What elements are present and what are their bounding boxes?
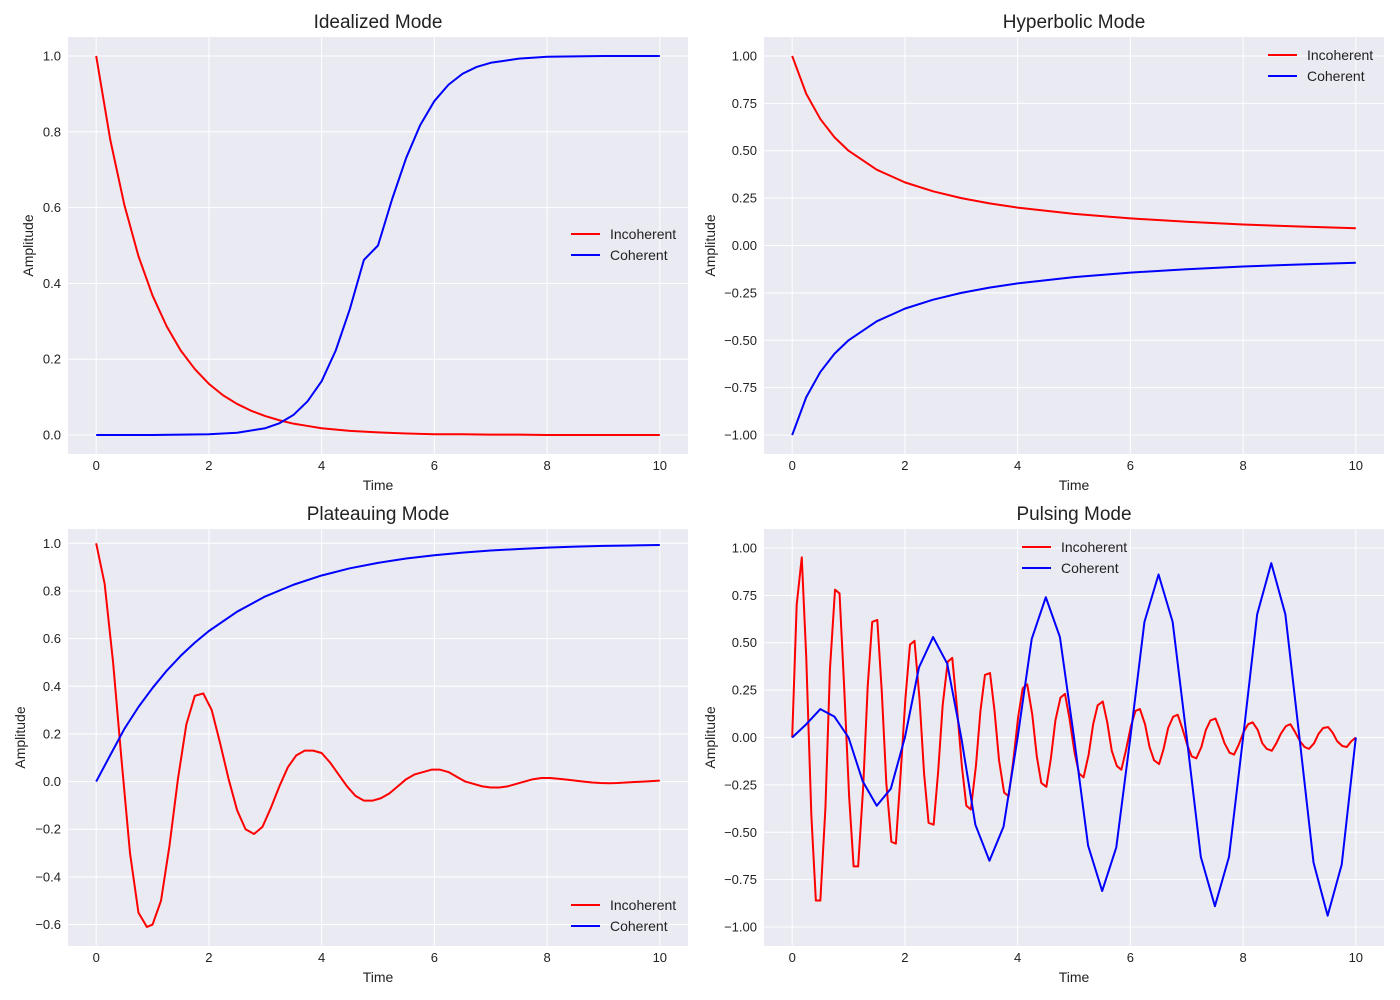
y-tick-label: 0.0 — [43, 428, 61, 443]
y-tick-label: 0.50 — [732, 143, 757, 158]
y-tick-label: 0.75 — [732, 588, 757, 603]
y-tick-label: 0.6 — [43, 200, 61, 215]
y-tick-label: −0.6 — [35, 917, 61, 932]
y-tick-label: 1.00 — [732, 48, 757, 63]
x-tick-label: 6 — [431, 458, 438, 473]
x-axis-label: Time — [363, 969, 394, 985]
y-tick-label: 0.4 — [43, 276, 61, 291]
y-tick-label: 0.2 — [43, 726, 61, 741]
y-tick-label: −0.75 — [724, 872, 757, 887]
x-tick-label: 0 — [93, 458, 100, 473]
x-tick-label: 0 — [789, 458, 796, 473]
series-line-coherent — [791, 261, 1356, 436]
y-tick-label: −0.25 — [724, 777, 757, 792]
y-axis-label: Amplitude — [702, 706, 718, 768]
x-tick-label: 2 — [205, 950, 212, 965]
x-tick-label: 4 — [1014, 950, 1021, 965]
legend-label: Coherent — [1307, 68, 1365, 84]
legend-label: Coherent — [1061, 560, 1119, 576]
x-tick-label: 2 — [901, 458, 908, 473]
legend: Incoherent Coherent — [1022, 539, 1127, 576]
y-tick-label: 0.25 — [732, 683, 757, 698]
x-axis-label: Time — [363, 477, 394, 493]
y-tick-label: 0.75 — [732, 96, 757, 111]
x-tick-label: 4 — [318, 458, 325, 473]
x-tick-label: 10 — [653, 458, 667, 473]
legend: Incoherent Coherent — [1268, 47, 1373, 84]
y-tick-label: 0.8 — [43, 124, 61, 139]
chart-panel: 0 2 4 6 8 10 0.0 0.2 0.4 0.6 0.8 1.0 Idealized Mode T… — [20, 12, 688, 493]
y-tick-label: −0.2 — [35, 822, 61, 837]
y-tick-label: 1.0 — [43, 48, 61, 63]
y-tick-label: −0.50 — [724, 333, 757, 348]
series-line-incoherent — [95, 55, 660, 437]
series-line-coherent — [95, 543, 660, 783]
x-tick-label: 8 — [543, 458, 550, 473]
x-tick-label: 10 — [653, 950, 667, 965]
x-tick-label: 10 — [1349, 950, 1363, 965]
chart-title: Plateauing Mode — [307, 504, 450, 525]
y-tick-label: −0.75 — [724, 380, 757, 395]
x-tick-label: 8 — [1239, 458, 1246, 473]
y-tick-label: 0.2 — [43, 352, 61, 367]
y-tick-label: −1.00 — [724, 428, 757, 443]
series-line-incoherent — [95, 543, 660, 928]
x-tick-label: 6 — [431, 950, 438, 965]
y-tick-label: 0.0 — [43, 774, 61, 789]
legend-label: Incoherent — [1307, 47, 1373, 63]
legend-label: Coherent — [610, 918, 668, 934]
x-tick-label: 0 — [93, 950, 100, 965]
x-tick-label: 6 — [1127, 458, 1134, 473]
legend-label: Incoherent — [610, 226, 676, 242]
chart-panel: 0 2 4 6 8 10 −1.00 −0.75 −0.50 −0.25 0.00 0.25 0.50 0… — [702, 12, 1384, 493]
y-tick-label: −0.4 — [35, 869, 61, 884]
chart-title: Pulsing Mode — [1016, 504, 1131, 525]
legend: Incoherent Coherent — [571, 897, 676, 934]
x-tick-label: 8 — [543, 950, 550, 965]
y-tick-label: −1.00 — [724, 920, 757, 935]
x-axis-label: Time — [1059, 477, 1090, 493]
legend: Incoherent Coherent — [571, 226, 676, 263]
series-line-incoherent — [791, 556, 1357, 902]
x-tick-label: 2 — [205, 458, 212, 473]
y-tick-label: 0.50 — [732, 635, 757, 650]
series-line-incoherent — [791, 55, 1356, 230]
x-tick-label: 2 — [901, 950, 908, 965]
legend-label: Incoherent — [1061, 539, 1127, 555]
y-tick-label: 0.00 — [732, 238, 757, 253]
y-axis-label: Amplitude — [702, 214, 718, 276]
y-tick-label: 0.25 — [732, 191, 757, 206]
x-axis-label: Time — [1059, 969, 1090, 985]
y-tick-label: 1.0 — [43, 536, 61, 551]
y-tick-label: 0.6 — [43, 631, 61, 646]
x-tick-label: 8 — [1239, 950, 1246, 965]
x-tick-label: 10 — [1349, 458, 1363, 473]
y-axis-label: Amplitude — [20, 214, 36, 276]
x-tick-label: 4 — [318, 950, 325, 965]
x-tick-label: 4 — [1014, 458, 1021, 473]
y-tick-label: −0.50 — [724, 825, 757, 840]
y-tick-label: 0.8 — [43, 583, 61, 598]
x-tick-label: 0 — [789, 950, 796, 965]
y-tick-label: 0.4 — [43, 679, 61, 694]
chart-panel: 0 2 4 6 8 10 −1.00 −0.75 −0.50 −0.25 0.00 0.25 0.50 0… — [702, 504, 1384, 985]
legend-label: Coherent — [610, 247, 668, 263]
y-tick-label: 0.00 — [732, 730, 757, 745]
chart-panel: 0 2 4 6 8 10 −0.6 −0.4 −0.2 0.0 0.2 0.4 0.6 0.8 1.0 Pla… — [12, 504, 688, 985]
series-line-coherent — [96, 54, 660, 437]
chart-title: Hyperbolic Mode — [1003, 12, 1146, 33]
y-tick-label: −0.25 — [724, 285, 757, 300]
x-tick-label: 6 — [1127, 950, 1134, 965]
legend-label: Incoherent — [610, 897, 676, 913]
series-line-coherent — [791, 562, 1357, 917]
plot-area — [68, 529, 688, 946]
chart-title: Idealized Mode — [314, 12, 443, 33]
y-tick-label: 1.00 — [732, 540, 757, 555]
y-axis-label: Amplitude — [12, 706, 28, 768]
